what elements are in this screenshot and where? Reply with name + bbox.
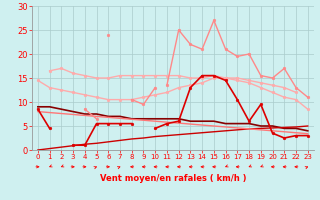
X-axis label: Vent moyen/en rafales ( km/h ): Vent moyen/en rafales ( km/h ) <box>100 174 246 183</box>
